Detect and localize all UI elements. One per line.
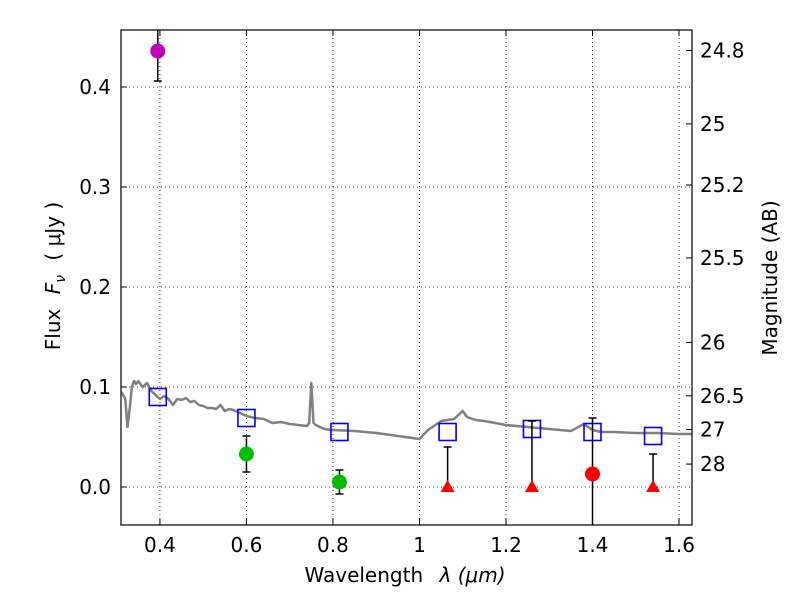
model-photometry-square <box>237 408 256 428</box>
x-tick-label: 1 <box>413 533 426 557</box>
photometry-point <box>585 466 601 482</box>
sed-model-line <box>121 379 692 441</box>
y2-axis-label: Magnitude (AB) <box>758 200 782 355</box>
y2-tick-label: 25 <box>700 112 725 136</box>
x-tick-label: 0.4 <box>144 533 176 557</box>
y2-tick-label: 28 <box>700 452 725 476</box>
photometry-point <box>238 446 254 462</box>
x-axis-label: Wavelength λ (μm) <box>304 563 505 587</box>
y2-tick-label: 25.2 <box>700 173 745 197</box>
grid <box>121 30 692 525</box>
y2-tick-label: 26 <box>700 330 725 354</box>
y2-tick-label: 25.5 <box>700 246 745 270</box>
x-tick-label: 1.6 <box>663 533 695 557</box>
y-tick-label: 0.3 <box>79 175 111 199</box>
upper-limit-triangle <box>524 480 539 492</box>
y-axis-label-units: ( μJy ) <box>41 202 65 261</box>
model-photometry-square <box>643 426 663 446</box>
model-photometry-square <box>330 422 349 442</box>
y-tick-label: 0.2 <box>79 275 111 299</box>
sed-line-layer <box>121 379 692 441</box>
x-tick-label: 1.2 <box>490 533 522 557</box>
tick-layer: 0.4 0.6 0.8 1 1.2 1.4 1.6 0.0 0.1 0.2 0.3 0.4 24.8 25… <box>79 30 745 557</box>
x-axis-label-symbol: λ (μm) <box>439 563 506 587</box>
photometry-point <box>150 43 166 59</box>
y-axis-label-symbol: F <box>41 282 65 294</box>
photometry-point <box>331 474 347 490</box>
x-axis-label-text: Wavelength <box>304 563 423 587</box>
model-photometry-square <box>438 422 457 442</box>
x-tick-label: 1.4 <box>577 533 609 557</box>
y-axis-label: Flux Fν ( μJy ) <box>41 202 70 350</box>
upper-limit-triangle <box>440 480 455 492</box>
upper-limit-triangle <box>646 480 661 492</box>
y-tick-label: 0.4 <box>79 75 111 99</box>
y-axis-label-subscript: ν <box>53 275 69 283</box>
y-tick-label: 0.1 <box>79 375 111 399</box>
y-axis-label-text: Flux <box>41 308 65 350</box>
marker-layer <box>148 30 663 525</box>
plot-frame <box>120 29 693 526</box>
x-tick-label: 0.6 <box>231 533 263 557</box>
x-tick-label: 0.8 <box>317 533 349 557</box>
model-photometry-square <box>148 387 168 407</box>
y-tick-label: 0.0 <box>79 475 111 499</box>
y2-tick-label: 24.8 <box>700 38 745 62</box>
y2-tick-label: 26.5 <box>700 384 745 408</box>
y2-tick-label: 27 <box>700 417 725 441</box>
